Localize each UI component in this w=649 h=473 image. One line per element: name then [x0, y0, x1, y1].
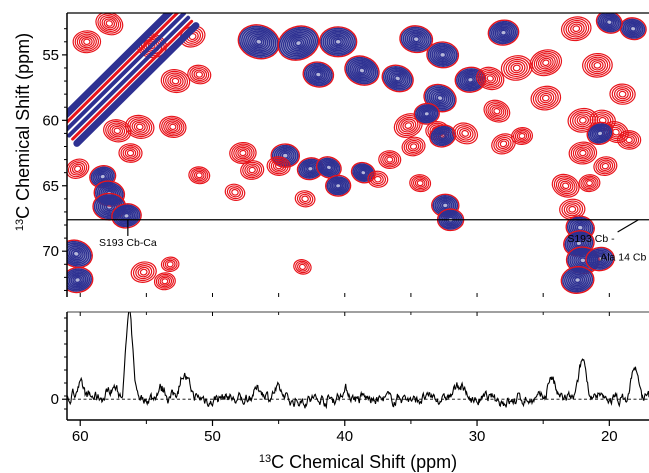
contour-peak — [560, 16, 592, 42]
annotation-label: S193 Cb - — [567, 233, 615, 245]
contour-peak — [617, 130, 642, 150]
spectral-diagonal — [67, 13, 200, 147]
contour-peak — [500, 55, 533, 81]
y-tick-label: 70 — [42, 243, 59, 260]
diagonal-contour-line — [67, 13, 174, 119]
slice-plot: 60 50 40 30 20 0 13C Chemical Shift (ppm) — [51, 311, 649, 472]
contour-peak — [67, 239, 93, 269]
contour-peak — [487, 19, 520, 46]
contour-peak — [187, 64, 212, 85]
diagonal-contour-line — [73, 22, 200, 147]
diagonal-contour-line — [67, 13, 180, 125]
contour-peak — [511, 127, 533, 146]
y-axis-title-text: C Chemical Shift (ppm) — [13, 33, 33, 219]
contour-peak — [266, 156, 291, 176]
diagonal-contour-line — [71, 19, 194, 141]
contour-peak — [582, 53, 613, 78]
contour-peaks — [67, 13, 647, 294]
y-tick-label: 55 — [42, 47, 59, 64]
contour-peak — [483, 99, 511, 123]
x-axis-title-text: C Chemical Shift (ppm) — [271, 452, 457, 472]
contour-peak — [118, 143, 143, 163]
contour-peak — [586, 121, 614, 146]
contour-peak — [429, 124, 457, 148]
contour-peak — [593, 156, 618, 177]
contour-peak — [595, 13, 623, 34]
slice-plot-frame — [66, 311, 649, 421]
contour-peak — [229, 141, 257, 165]
x-tick-label: 50 — [204, 428, 221, 445]
contour-peak — [578, 174, 601, 193]
contour-peak — [530, 85, 562, 111]
contour-peak — [476, 66, 505, 91]
contour-peak — [563, 230, 595, 257]
contour-peak — [240, 160, 265, 180]
y-axis-title-superscript: 13 — [14, 219, 26, 231]
x-tick-label: 60 — [72, 428, 89, 445]
x-tick-label: 40 — [336, 428, 353, 445]
contour-peak — [302, 61, 335, 88]
contour-peak — [159, 115, 187, 138]
contour-peak — [188, 166, 211, 185]
contour-peak — [67, 158, 90, 179]
contour-peak — [381, 64, 414, 93]
x-tick-label: 20 — [601, 428, 618, 445]
contour-peak — [67, 266, 94, 294]
contour-plot-frame — [66, 12, 649, 297]
contour-peak — [130, 261, 157, 283]
x-axis-title-superscript: 13 — [259, 453, 271, 465]
contour-peak — [277, 25, 320, 61]
y-tick-label: 65 — [42, 178, 59, 195]
x-axis-ticks: 60 50 40 30 20 0 — [51, 312, 618, 445]
x-axis-title: 13C Chemical Shift (ppm) — [259, 452, 457, 472]
contour-peak — [551, 173, 580, 198]
contour-peak — [318, 26, 358, 58]
contour-peak — [125, 114, 155, 139]
contour-peak — [344, 55, 380, 86]
annotation-label: S193 Cb-Ca — [99, 237, 157, 249]
contour-peak — [585, 246, 615, 272]
contour-peak — [619, 17, 647, 41]
contour-peak — [401, 136, 426, 157]
contour-peak — [378, 150, 402, 169]
contour-peak — [560, 266, 595, 294]
contour-peak — [609, 83, 636, 105]
contour-peak — [315, 156, 342, 179]
contour-peak — [409, 174, 432, 193]
contour-peak — [393, 113, 423, 138]
contour-peak — [160, 69, 191, 94]
contour-peak — [399, 25, 434, 54]
contour-peak — [529, 49, 563, 77]
annotation-label: Ala 14 Cb — [600, 251, 646, 263]
contour-peak — [294, 190, 316, 208]
contour-peak — [237, 24, 280, 60]
slice-trace — [67, 312, 649, 410]
contour-peak — [95, 13, 124, 36]
contour-peak — [568, 141, 598, 165]
contour-peak — [103, 119, 132, 143]
contour-peak — [293, 259, 312, 275]
contour-peak — [160, 256, 180, 272]
contour-peak — [413, 102, 440, 125]
y-tick-label: 0 — [51, 391, 59, 408]
annotation-leader — [617, 219, 639, 233]
contour-peak — [452, 122, 479, 145]
y-tick-label: 60 — [42, 112, 59, 129]
contour-peak — [426, 41, 460, 69]
diagonal-contour-line — [67, 15, 191, 138]
contour-peak — [454, 66, 487, 93]
y-axis-title: 13C Chemical Shift (ppm) — [13, 33, 33, 231]
contour-peak — [72, 30, 102, 54]
contour-peak — [224, 183, 246, 201]
x-tick-label: 30 — [469, 428, 486, 445]
y-axis-ticks: 55 60 65 70 — [42, 28, 610, 297]
peak-annotations: S193 Cb-Ca S193 Cb - Ala 14 Cb — [99, 219, 647, 263]
diagonal-contour-line — [67, 13, 186, 132]
contour-peak — [367, 170, 389, 188]
contour-peak — [325, 174, 352, 197]
contour-peak — [153, 272, 176, 291]
contour-plot: S193 Cb-Ca S193 Cb - Ala 14 Cb 55 60 65 70 13… — [13, 12, 649, 297]
